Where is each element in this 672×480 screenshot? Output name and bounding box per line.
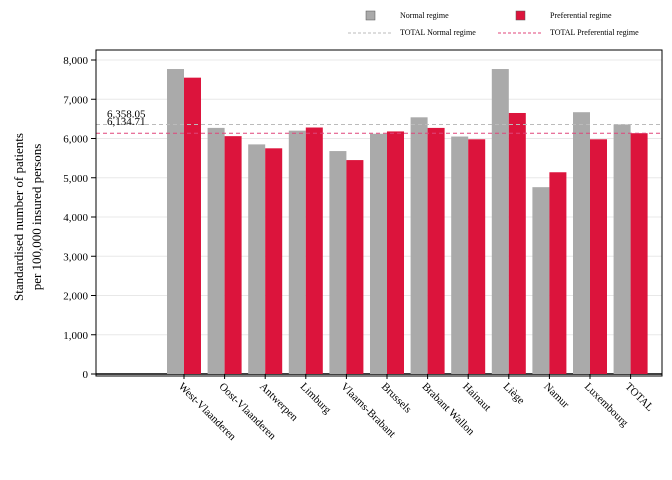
x-tick-label: Limburg <box>298 381 334 417</box>
x-axis-labels: West-VlaanderenOost-VlaanderenAntwerpenL… <box>176 374 656 443</box>
reference-lines: 6,358.056,134.71 <box>96 108 662 134</box>
y-tick-label: 5,000 <box>63 173 88 185</box>
legend-label-total-normal: TOTAL Normal regime <box>400 28 476 37</box>
bar-preferential <box>265 148 283 374</box>
x-tick-label: Hainaut <box>460 381 493 414</box>
y-tick-label: 6,000 <box>63 134 88 146</box>
legend-label-normal: Normal regime <box>400 11 449 20</box>
bar-normal <box>288 130 306 374</box>
y-tick-label: 4,000 <box>63 212 88 224</box>
bar-normal <box>573 112 590 374</box>
bar-preferential <box>346 160 364 374</box>
bar-normal <box>491 69 509 374</box>
bar-normal <box>207 127 225 374</box>
bar-preferential <box>508 112 526 375</box>
x-tick-label: Namur <box>541 381 571 411</box>
y-tick-label: 1,000 <box>63 330 88 342</box>
bar-preferential <box>549 172 567 374</box>
x-tick-label: TOTAL <box>622 381 655 414</box>
bar-normal <box>248 144 266 374</box>
bar-normal <box>370 133 387 374</box>
y-tick-label: 3,000 <box>63 251 88 263</box>
bar-normal <box>451 136 469 374</box>
bar-preferential <box>590 139 607 374</box>
bar-normal <box>410 117 428 375</box>
legend-swatch-preferential <box>515 10 526 21</box>
bars <box>167 69 648 375</box>
bar-normal <box>167 69 184 374</box>
x-tick-label: Antwerpen <box>257 381 300 424</box>
bar-normal <box>532 187 550 374</box>
x-tick-label: Liège <box>501 381 527 407</box>
y-axis-title-line1: Standardised number of patients <box>11 133 26 301</box>
legend-label-total-preferential: TOTAL Preferential regime <box>550 28 639 37</box>
reference-line-label: 6,358.05 <box>107 108 146 120</box>
legend-swatch-normal <box>365 10 376 21</box>
bar-preferential <box>468 139 486 374</box>
bar-normal <box>613 124 631 375</box>
y-tick-label: 8,000 <box>63 55 88 67</box>
bar-preferential <box>224 136 242 374</box>
legend: Normal regime Preferential regime TOTAL … <box>348 10 639 37</box>
bar-preferential <box>427 127 445 374</box>
legend-label-preferential: Preferential regime <box>550 11 612 20</box>
bar-preferential <box>184 77 201 374</box>
bar-preferential <box>305 127 323 374</box>
y-tick-label: 2,000 <box>63 291 88 303</box>
y-tick-label: 7,000 <box>63 94 88 106</box>
reference-line-label: 6,134.71 <box>107 116 146 128</box>
bar-preferential <box>387 131 404 374</box>
plot-frame <box>95 49 663 377</box>
y-axis-title-line2: per 100,000 insured persons <box>29 144 44 291</box>
x-tick-label: Brussels <box>379 381 414 416</box>
y-axis-ticks: 0 1,000 2,000 3,000 4,000 5,000 6,000 7,000 8,00… <box>63 55 96 381</box>
bar-normal <box>329 151 347 374</box>
bar-preferential <box>630 133 648 374</box>
y-tick-label: 0 <box>83 369 89 381</box>
